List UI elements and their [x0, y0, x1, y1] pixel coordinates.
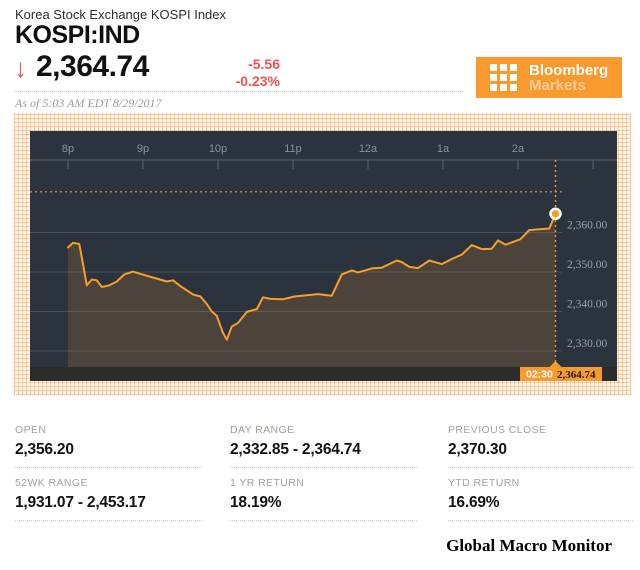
x-axis-label: 11p [284, 143, 302, 155]
price-chart-panel[interactable]: 2,360.00 2,350.00 2,340.00 2,330.00 8p 9p 10p 1… [30, 131, 617, 381]
logo-line2: Markets [529, 76, 586, 94]
ticker-symbol: KOSPI:IND [15, 21, 140, 49]
stat-open: OPEN 2,356.20 [15, 424, 202, 468]
tag-pointer [549, 361, 562, 367]
bloomberg-grid-icon [490, 64, 517, 91]
watermark-credit: Global Macro Monitor [446, 536, 612, 555]
price-change-block: -5.56 -0.23% [190, 56, 280, 90]
last-price-dot [549, 207, 562, 221]
last-trade-price: 2,364.74 [557, 369, 596, 381]
stat-52wk-range: 52WK RANGE 1,931.07 - 2,453.17 [15, 477, 202, 521]
index-subtitle: Korea Stock Exchange KOSPI Index [15, 7, 227, 22]
y-axis-label: 2,350.00 [567, 259, 608, 271]
x-axis-label: 12a [359, 143, 378, 155]
price-chart[interactable]: 2,360.00 2,350.00 2,340.00 2,330.00 8p 9p 10p 1… [30, 131, 617, 381]
time-strip [30, 367, 617, 381]
price-change: -5.56 [248, 56, 280, 72]
area-fill [68, 213, 556, 367]
down-arrow-icon: ↓ [14, 53, 27, 83]
stat-1yr-return: 1 YR RETURN 18.19% [230, 477, 417, 521]
x-axis-label: 10p [209, 143, 227, 155]
as-of-timestamp: As of 5:03 AM EDT 8/29/2017 [15, 96, 162, 110]
price-line [67, 212, 557, 341]
y-axis-label: 2,340.00 [567, 299, 608, 311]
header-divider [15, 91, 463, 92]
x-axis-label: 1a [437, 143, 450, 155]
x-axis-label: 9p [137, 143, 149, 155]
y-axis-label: 2,330.00 [567, 338, 608, 350]
stat-ytd-return: YTD RETURN 16.69% [448, 477, 633, 521]
last-trade-time: 02:30 [526, 369, 553, 381]
price-change-percent: -0.23% [235, 73, 280, 89]
x-axis-label: 2a [512, 143, 525, 155]
last-trade-tag [520, 367, 602, 381]
bloomberg-markets-logo[interactable]: Bloomberg Markets [476, 57, 622, 98]
last-price: 2,364.74 [36, 50, 149, 83]
stat-day-range: DAY RANGE 2,332.85 - 2,364.74 [230, 424, 417, 468]
logo-line1: Bloomberg [529, 61, 609, 79]
stat-previous-close: PREVIOUS CLOSE 2,370.30 [448, 424, 633, 468]
x-axis-label: 8p [62, 143, 74, 155]
y-axis-label: 2,360.00 [567, 220, 608, 232]
chart-frame: 2,360.00 2,350.00 2,340.00 2,330.00 8p 9p 10p 1… [14, 113, 631, 395]
